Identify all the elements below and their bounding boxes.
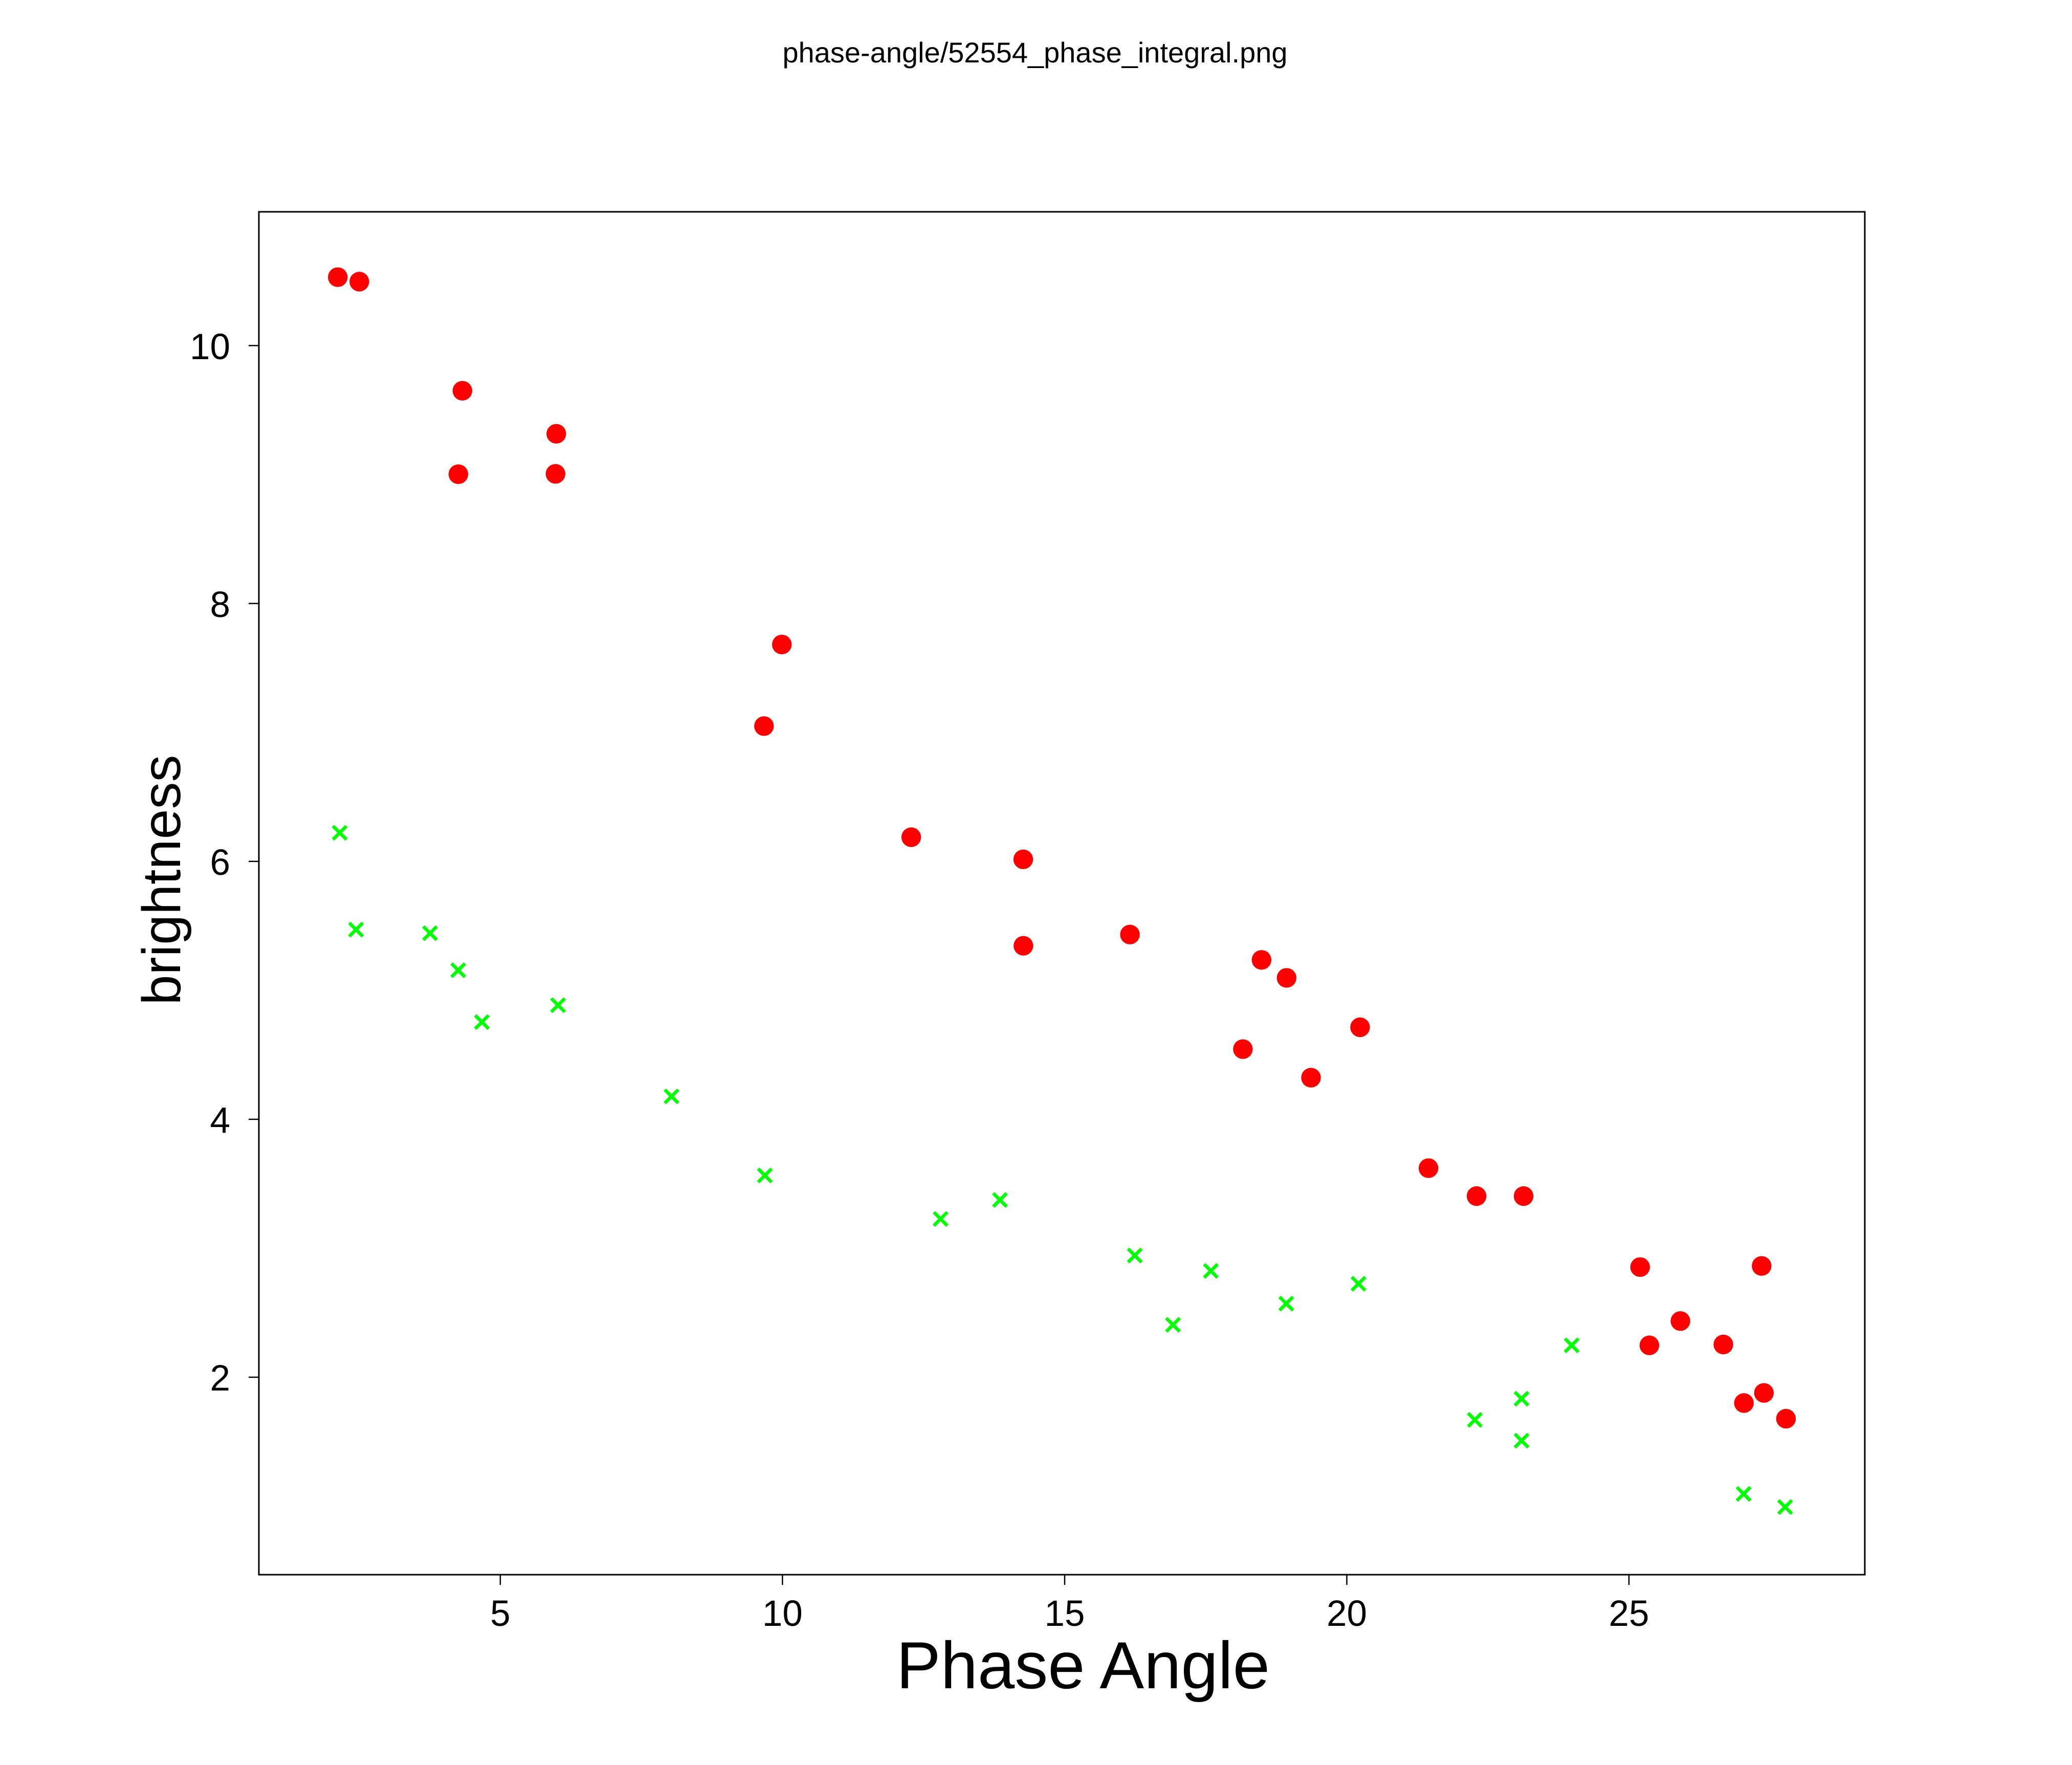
svg-text:10: 10 [190, 327, 230, 367]
svg-text:10: 10 [762, 1594, 803, 1634]
svg-text:20: 20 [1327, 1594, 1367, 1634]
svg-text:5: 5 [490, 1594, 511, 1634]
svg-text:2: 2 [210, 1358, 231, 1399]
svg-text:6: 6 [210, 843, 231, 883]
svg-text:25: 25 [1609, 1594, 1649, 1634]
svg-text:4: 4 [210, 1100, 231, 1141]
svg-text:brightness: brightness [131, 755, 192, 1005]
svg-text:Phase Angle: Phase Angle [896, 1628, 1270, 1703]
svg-text:phase-angle/52554_phase_integr: phase-angle/52554_phase_integral.png [782, 36, 1287, 69]
svg-text:8: 8 [210, 585, 231, 625]
